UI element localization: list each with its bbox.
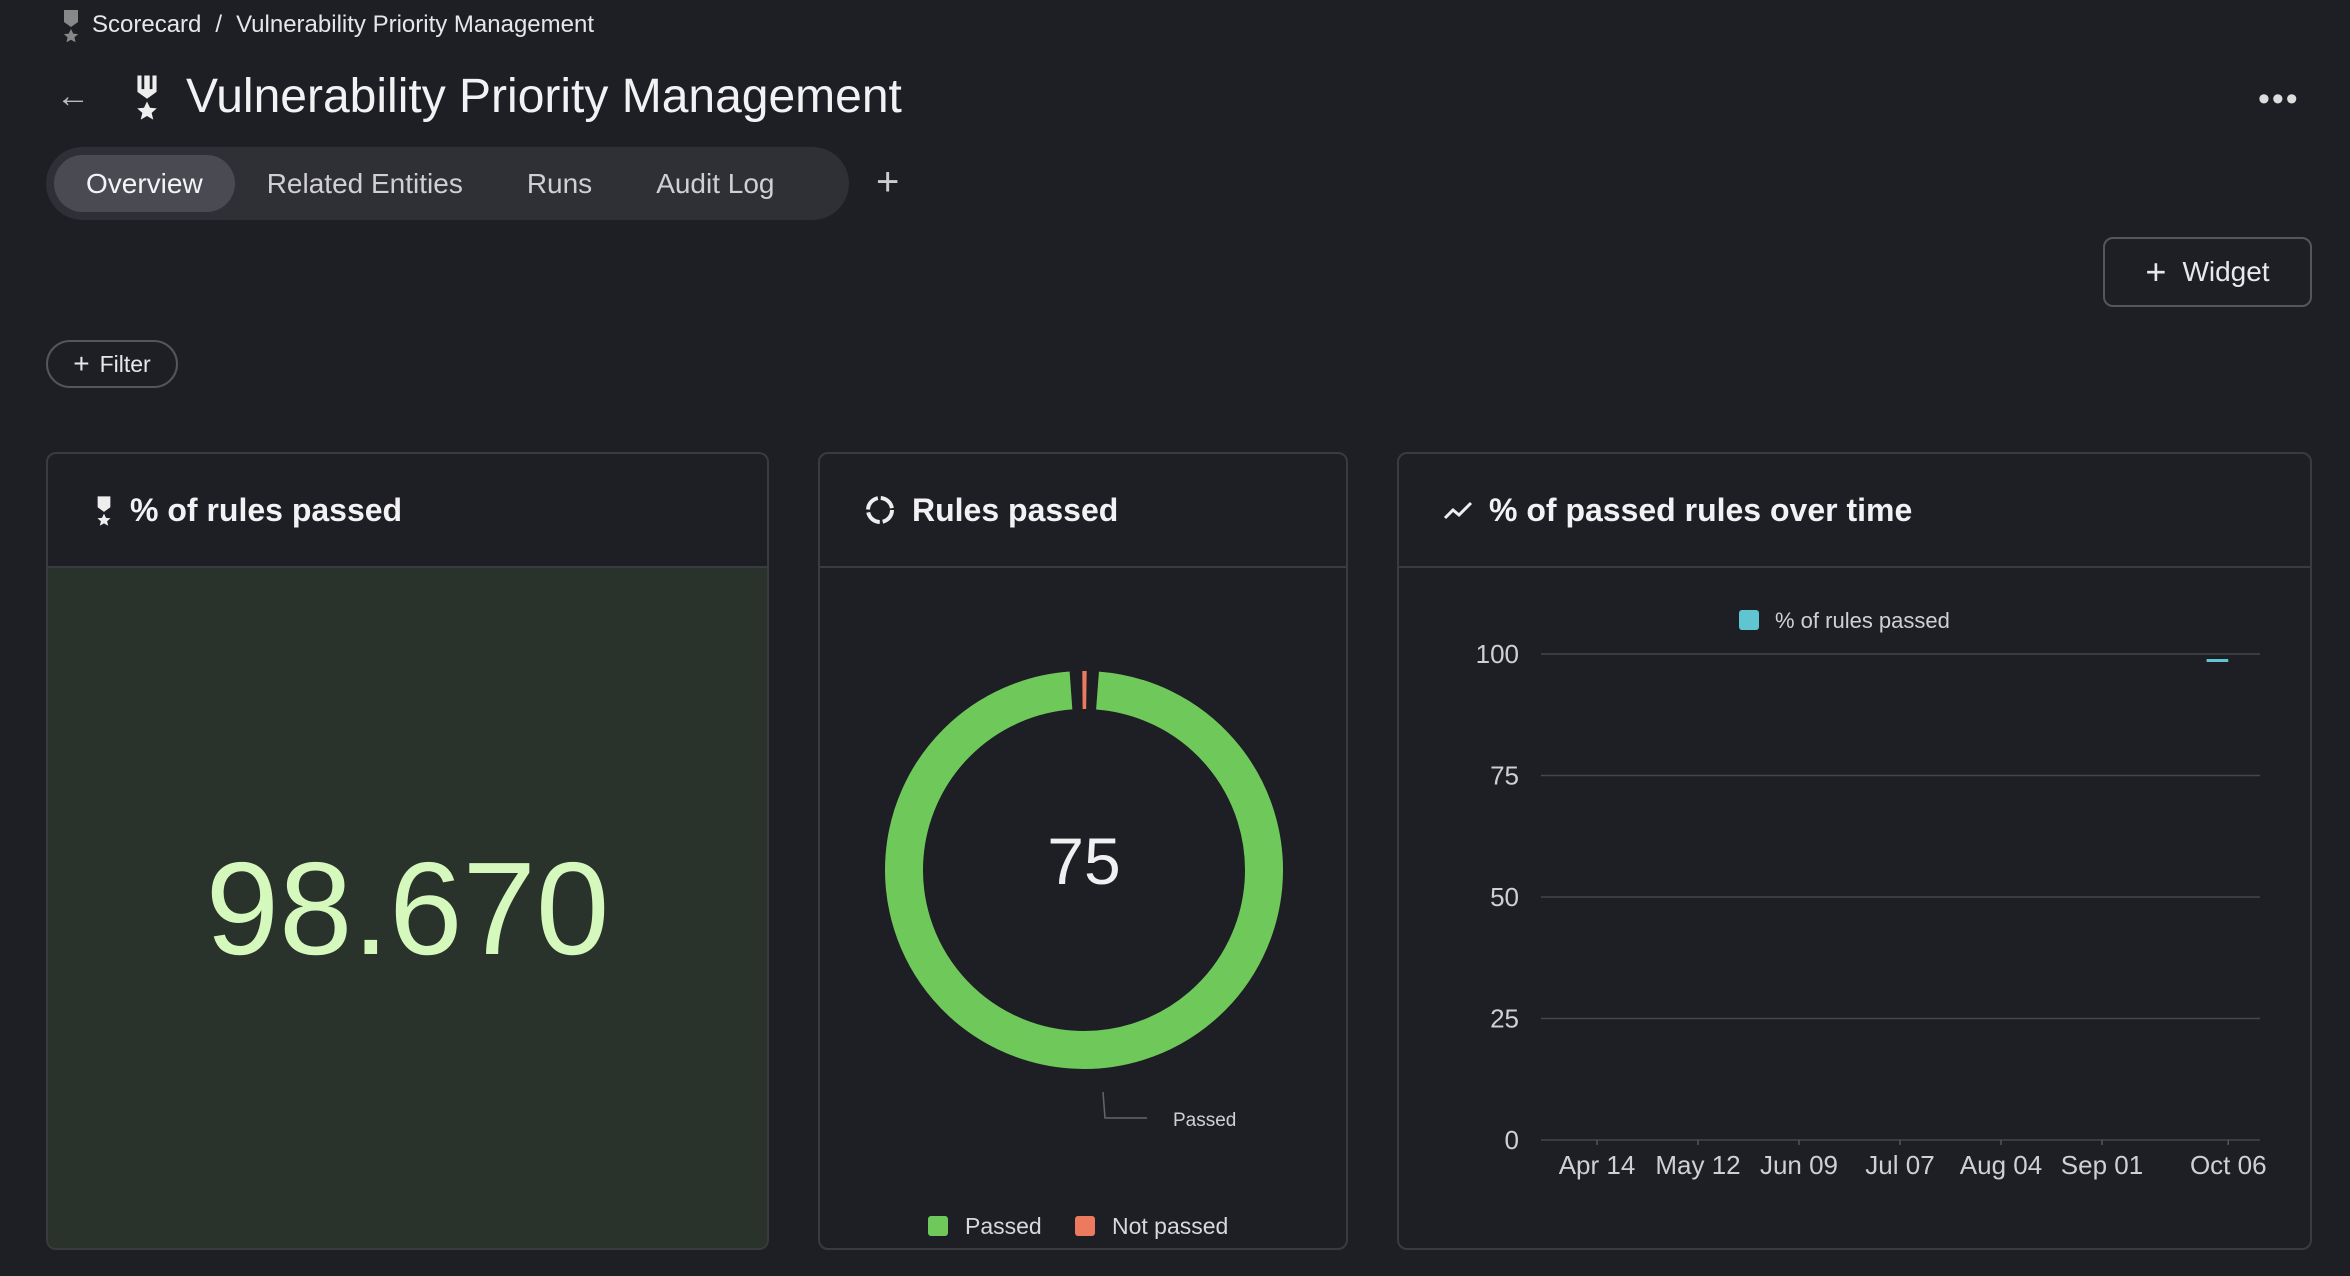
tab-related-entities[interactable]: Related Entities [266, 167, 463, 199]
plus-icon: + [73, 348, 90, 379]
tab-runs[interactable]: Runs [526, 167, 593, 199]
x-tick-label: Aug 04 [1960, 1150, 2042, 1180]
add-widget-button[interactable]: + Widget [2103, 237, 2312, 307]
legend-label: % of rules passed [1775, 608, 1950, 633]
legend-swatch [928, 1216, 948, 1236]
tab-overview[interactable]: Overview [54, 155, 235, 212]
percent-value: 98.670 [205, 834, 610, 982]
y-tick-label: 0 [1505, 1125, 1519, 1155]
y-tick-label: 75 [1490, 761, 1519, 791]
medal-icon [137, 75, 157, 120]
card-header: % of rules passed [48, 454, 767, 568]
arrow-left-icon[interactable]: ← [56, 77, 90, 115]
rules-passed-card: Rules passed 75 Passed Passed Not passed [818, 452, 1348, 1250]
breadcrumb-separator: / [215, 11, 223, 38]
callout-line [1102, 1091, 1147, 1119]
donut-icon [866, 496, 894, 524]
x-tick-label: Jun 09 [1760, 1150, 1838, 1180]
x-tick-label: Oct 06 [2190, 1150, 2267, 1180]
legend-swatch [1075, 1216, 1095, 1236]
card-header: Rules passed [820, 454, 1346, 568]
medal-icon [63, 10, 79, 42]
breadcrumb-current: Vulnerability Priority Management [236, 11, 594, 38]
medal-icon [97, 496, 111, 526]
x-tick-label: Sep 01 [2061, 1150, 2143, 1180]
legend-not-passed[interactable]: Not passed [1075, 1213, 1228, 1239]
legend-label: Not passed [1112, 1213, 1228, 1239]
breadcrumb-scorecard[interactable]: Scorecard [92, 11, 202, 38]
add-tab-button[interactable]: + [876, 160, 900, 204]
passed-rules-over-time-card: % of passed rules over time % of rules p… [1397, 452, 2312, 1250]
donut-slice-not-passed[interactable] [885, 671, 1283, 1069]
add-widget-label: Widget [2182, 256, 2270, 287]
card-header: % of passed rules over time [1399, 454, 2310, 568]
card-title: Rules passed [912, 491, 1119, 528]
donut-callout-label: Passed [1173, 1110, 1236, 1131]
trend-line-icon [1443, 501, 1473, 520]
line-chart: % of rules passed 0 25 50 75 100 Apr 14 May 1… [1476, 608, 2267, 1180]
tab-audit-log[interactable]: Audit Log [656, 167, 775, 199]
page-title: Vulnerability Priority Management [186, 69, 902, 123]
card-title: % of rules passed [130, 491, 403, 528]
y-tick-label: 25 [1490, 1004, 1519, 1034]
legend-label: Passed [965, 1213, 1042, 1239]
donut-chart: 75 Passed Passed Not passed [885, 671, 1283, 1239]
legend-passed[interactable]: Passed [928, 1213, 1042, 1239]
legend-swatch [1739, 610, 1759, 630]
filter-label: Filter [99, 350, 151, 377]
more-horizontal-icon[interactable]: ••• [2258, 80, 2300, 118]
percent-rules-passed-card: % of rules passed 98.670 [46, 452, 769, 1250]
card-title: % of passed rules over time [1489, 491, 1913, 528]
legend-series[interactable]: % of rules passed [1739, 608, 1950, 633]
x-tick-label: Jul 07 [1865, 1150, 1934, 1180]
x-tick-label: Apr 14 [1559, 1150, 1636, 1180]
card-body: 98.670 [48, 568, 767, 1248]
donut-center-label: 75 [1047, 824, 1120, 898]
donut-slice-passed[interactable] [885, 671, 1283, 1069]
y-tick-label: 50 [1490, 882, 1519, 912]
y-tick-label: 100 [1476, 639, 1519, 669]
filter-button[interactable]: + Filter [46, 340, 178, 388]
breadcrumb: Scorecard / Vulnerability Priority Manag… [60, 8, 594, 42]
x-tick-label: May 12 [1655, 1150, 1740, 1180]
plus-icon: + [2145, 251, 2167, 292]
page-header: ← Vulnerability Priority Management [56, 64, 902, 128]
tab-bar: Overview Related Entities Runs Audit Log [46, 147, 849, 220]
